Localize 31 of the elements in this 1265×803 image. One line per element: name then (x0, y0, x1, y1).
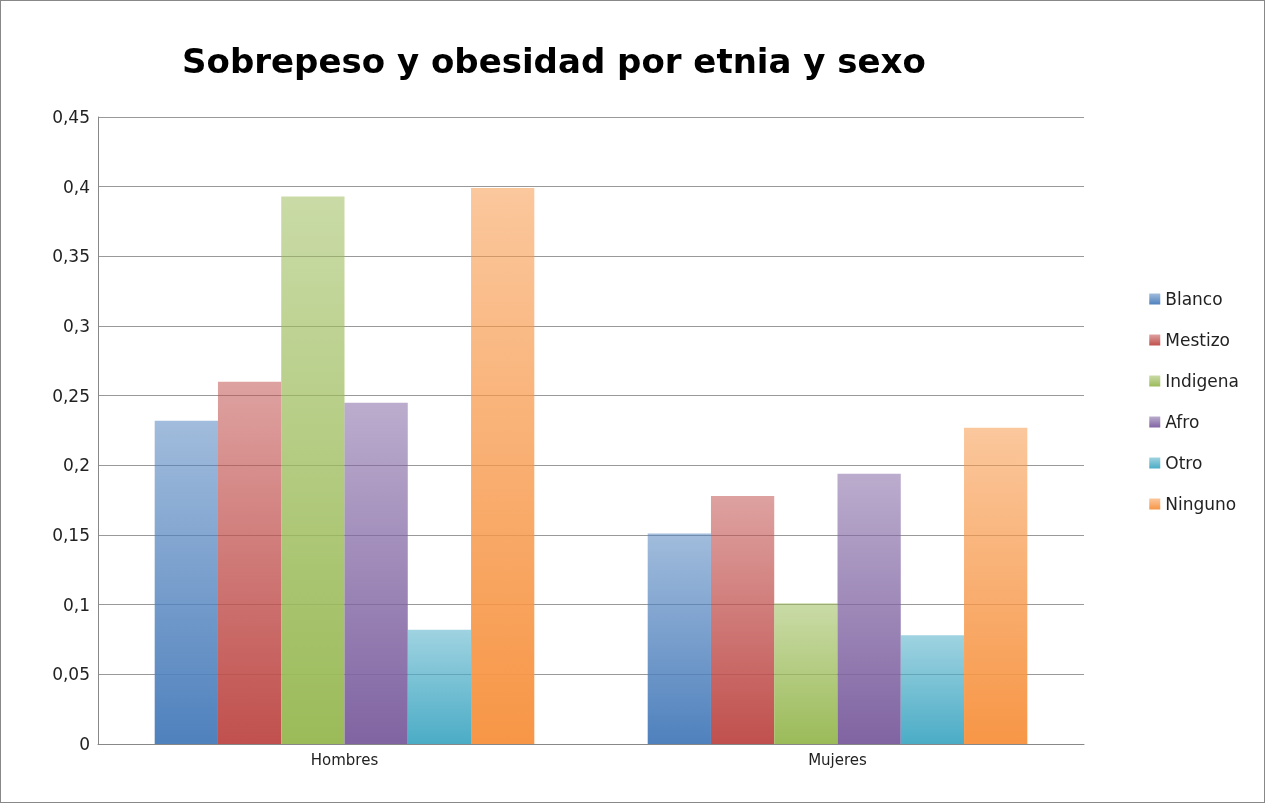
legend-label: Mestizo (1165, 330, 1230, 350)
bar (344, 402, 408, 744)
bar (281, 196, 345, 744)
legend-label: Afro (1165, 412, 1200, 432)
y-tick-label: 0,15 (52, 525, 90, 545)
y-tick-label: 0,45 (52, 107, 90, 127)
bar (217, 381, 282, 744)
chart-title: Sobrepeso y obesidad por etnia y sexo (182, 41, 926, 81)
bar (471, 188, 535, 744)
y-tick-label: 0,4 (62, 176, 90, 197)
y-tick-label: 0,25 (52, 385, 90, 406)
bar (710, 495, 775, 744)
y-tick-label: 0 (79, 734, 90, 754)
bar (154, 420, 218, 744)
legend-label: Blanco (1165, 289, 1223, 309)
bar (774, 603, 838, 744)
bar (837, 473, 901, 744)
bar (900, 635, 965, 744)
legend-label: Ninguno (1165, 494, 1237, 514)
y-tick-label: 0,2 (62, 455, 90, 476)
y-tick-label: 0,05 (52, 664, 90, 685)
y-tick-label: 0,3 (62, 316, 90, 336)
legend-label: Otro (1165, 453, 1203, 473)
y-tick-label: 0,1 (62, 594, 90, 615)
y-tick-label: 0,35 (52, 246, 90, 267)
bar (964, 427, 1028, 744)
legend-label: Indigena (1165, 371, 1240, 391)
x-tick-label: Hombres (310, 750, 379, 769)
bar (407, 629, 472, 744)
x-tick-label: Mujeres (808, 750, 868, 769)
bar (647, 533, 711, 744)
